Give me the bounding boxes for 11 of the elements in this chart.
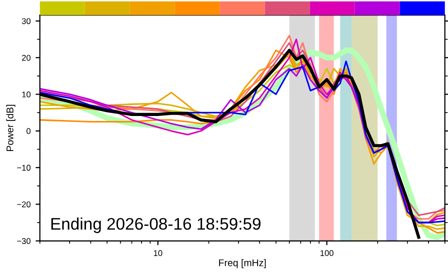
y-tick-label: −10	[17, 164, 31, 171]
x-tick-label: 100	[320, 250, 334, 256]
y-axis-title: Power [dB]	[6, 104, 16, 151]
y-tick-label: −30	[17, 238, 31, 244]
x-axis-title: Freq [mHz]	[219, 259, 266, 268]
annotation: Ending 2026-08-16 18:59:59	[51, 218, 260, 234]
y-tick-label: 10	[22, 91, 31, 98]
y-tick-label: 20	[22, 54, 31, 61]
y-tick-label: −20	[17, 201, 31, 208]
y-tick-label: 30	[22, 18, 31, 24]
y-tick-label: 0	[26, 128, 31, 134]
